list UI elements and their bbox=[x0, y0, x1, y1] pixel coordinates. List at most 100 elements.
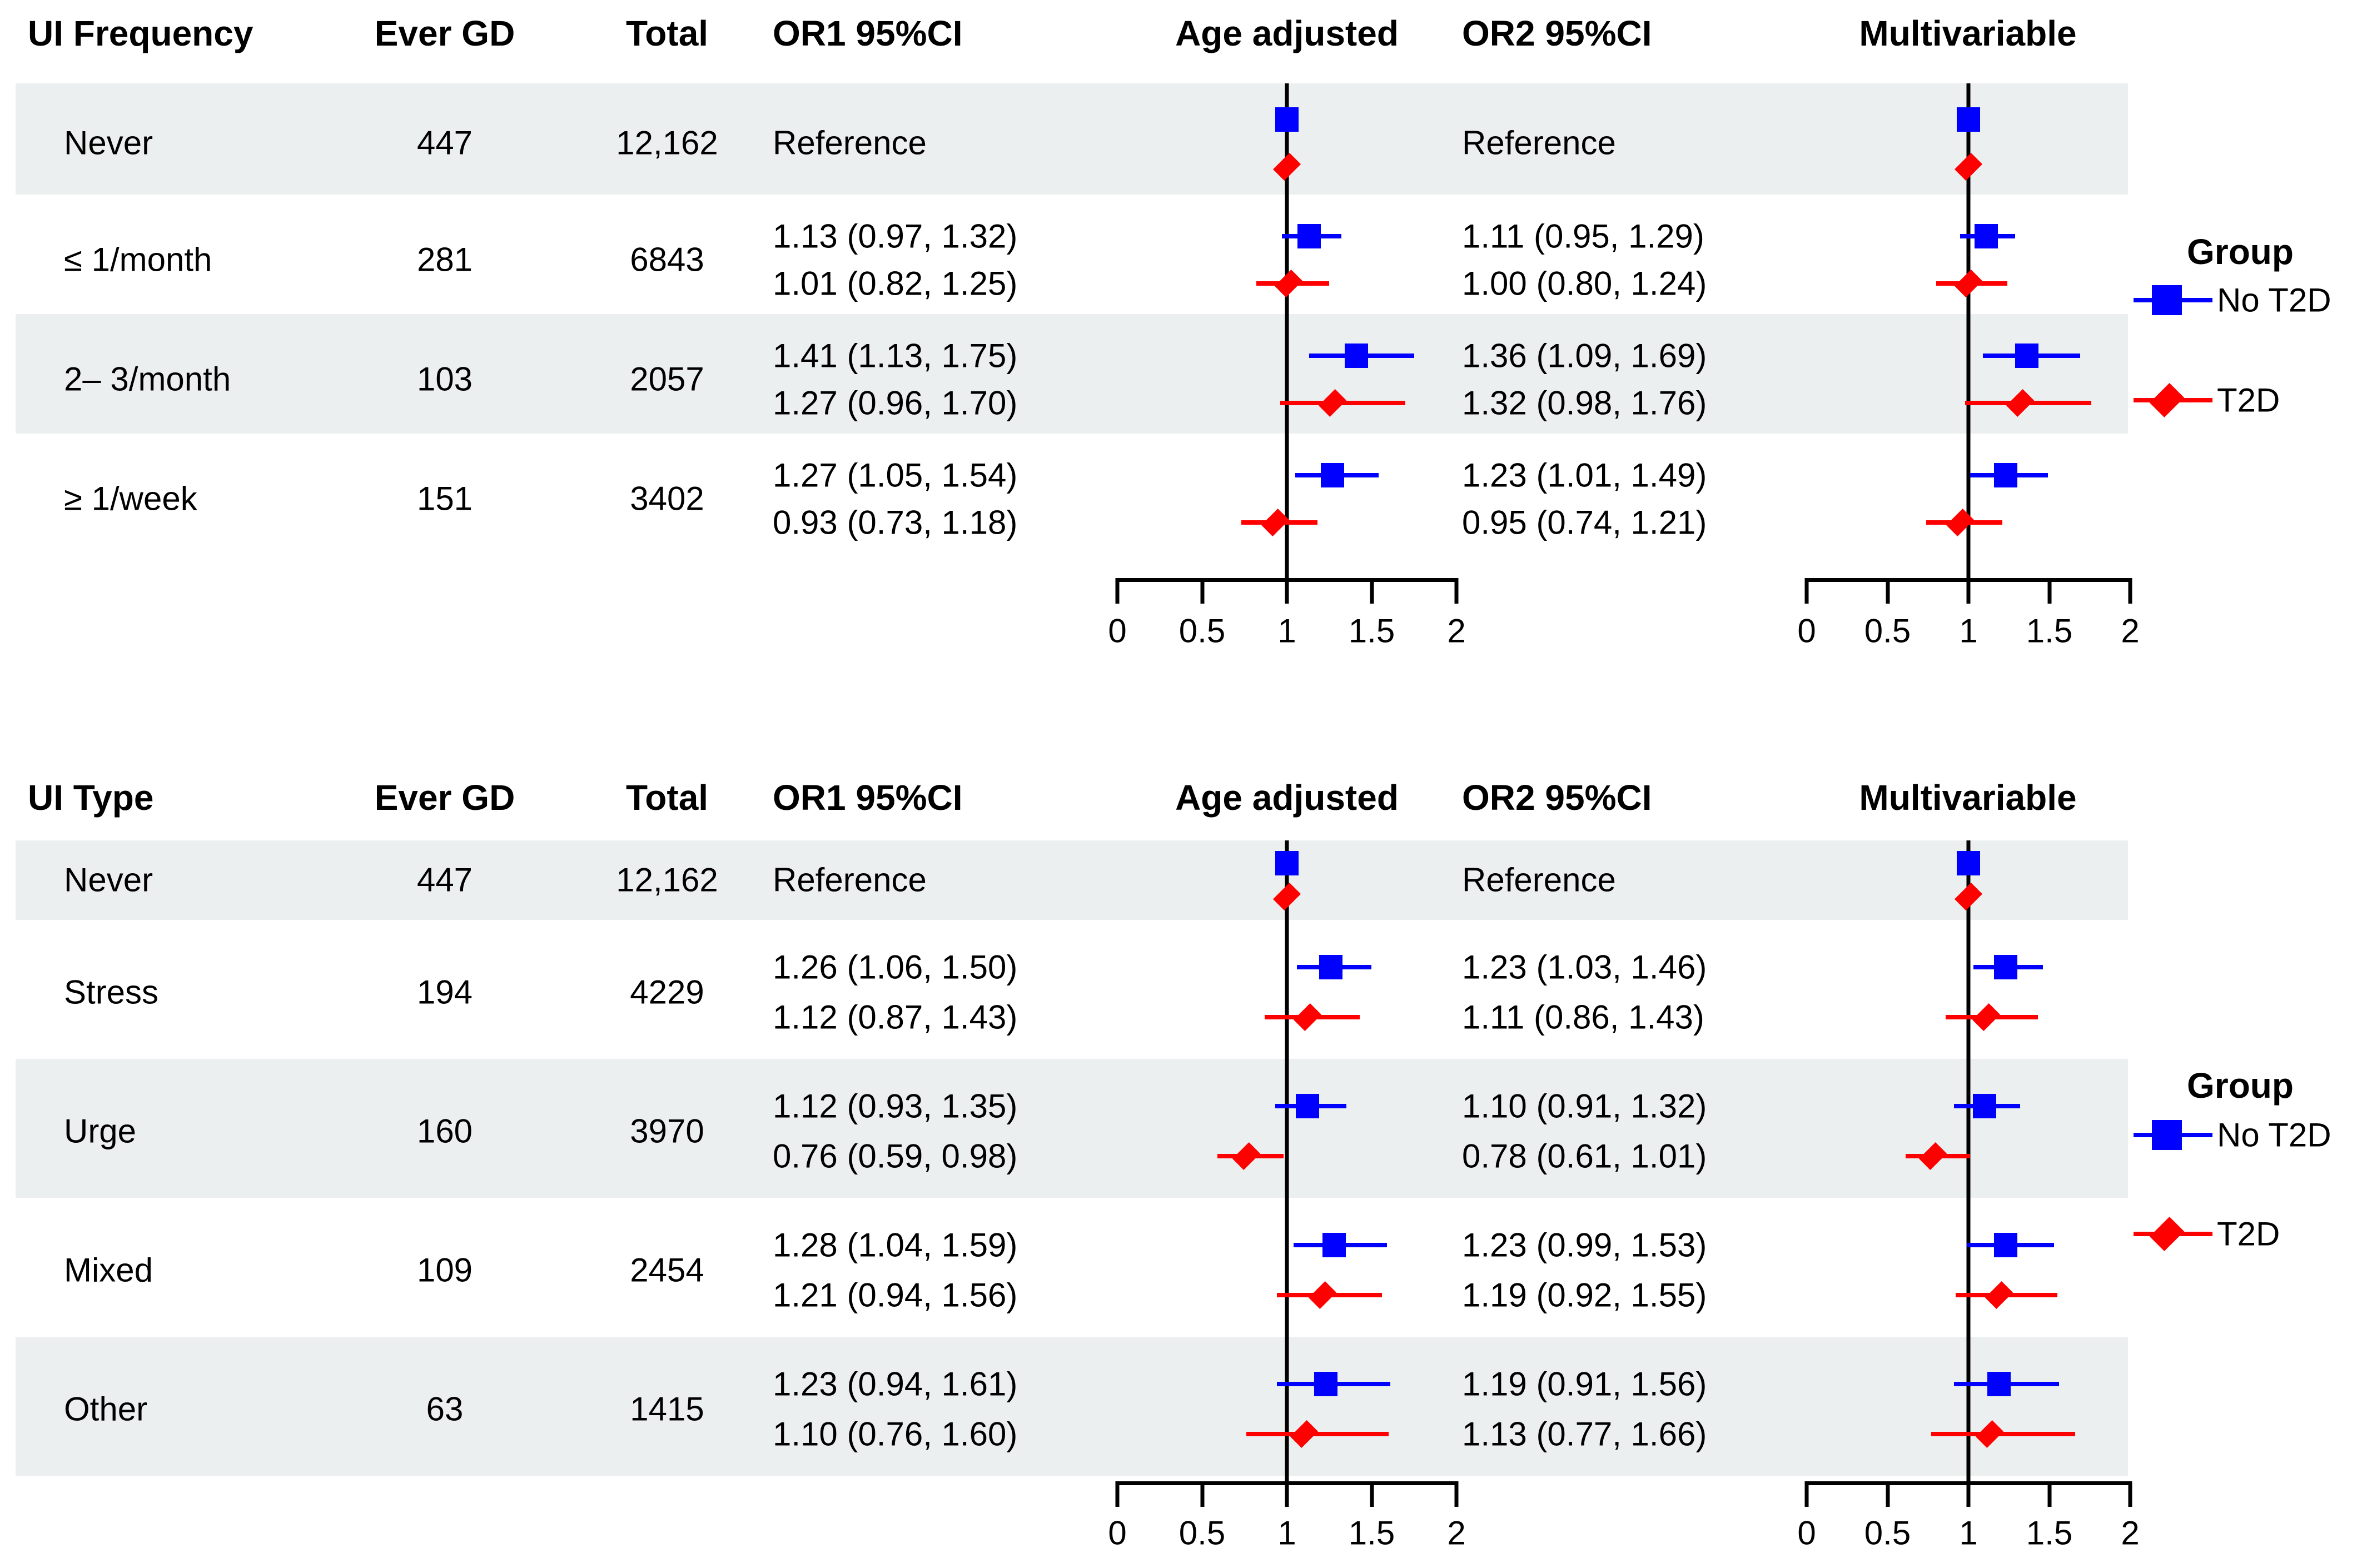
or1-value: 1.41 (1.13, 1.75) bbox=[773, 337, 1018, 375]
or2-value: 1.36 (1.09, 1.69) bbox=[1462, 337, 1707, 375]
ever-gd-value: 109 bbox=[416, 1251, 473, 1289]
x-axis-tick bbox=[1966, 578, 1971, 604]
or1-value: 1.27 (0.96, 1.70) bbox=[773, 384, 1018, 422]
forest-marker-square bbox=[2015, 344, 2038, 368]
total-value: 3970 bbox=[630, 1112, 704, 1150]
or2-value: 0.95 (0.74, 1.21) bbox=[1462, 504, 1707, 541]
ci-line bbox=[1246, 1432, 1389, 1436]
x-axis-tick-label: 1.5 bbox=[1348, 1514, 1395, 1552]
or2-value: 1.10 (0.91, 1.32) bbox=[1462, 1087, 1707, 1125]
row-shading-band bbox=[16, 840, 2128, 920]
x-axis-tick-label: 1 bbox=[1277, 1514, 1296, 1552]
x-axis-tick bbox=[1285, 1481, 1289, 1507]
forest-marker-diamond bbox=[1985, 1281, 2013, 1310]
row-label: ≥ 1/week bbox=[64, 480, 197, 517]
reference-line bbox=[1966, 83, 1971, 582]
legend-no-t2d-square-icon bbox=[2152, 1120, 2182, 1150]
x-axis-tick-label: 1 bbox=[1959, 612, 1978, 650]
or2-value: 1.11 (0.86, 1.43) bbox=[1462, 998, 1704, 1036]
col-header-or2: OR2 95%CI bbox=[1462, 13, 1652, 53]
x-axis-tick-label: 2 bbox=[2121, 1514, 2140, 1552]
x-axis-tick-label: 1 bbox=[1959, 1514, 1978, 1552]
col-header-age-adjusted: Age adjusted bbox=[1175, 13, 1399, 53]
x-axis-tick bbox=[1886, 1481, 1889, 1507]
x-axis-tick bbox=[1115, 1481, 1120, 1507]
forest-marker-square bbox=[1295, 1094, 1319, 1118]
row-label: Mixed bbox=[64, 1251, 153, 1289]
col-header-ui-type: UI Type bbox=[28, 778, 154, 818]
x-axis-tick bbox=[1370, 1481, 1374, 1507]
ci-line bbox=[1931, 1432, 2076, 1436]
col-header-total: Total bbox=[625, 13, 709, 53]
or2-value: 1.13 (0.77, 1.66) bbox=[1462, 1415, 1707, 1453]
or1-value: 0.76 (0.59, 0.98) bbox=[773, 1137, 1018, 1175]
x-axis-tick-label: 1.5 bbox=[2026, 612, 2073, 650]
or2-value: 1.00 (0.80, 1.24) bbox=[1462, 265, 1707, 302]
x-axis-tick-label: 1 bbox=[1277, 612, 1296, 650]
x-axis-tick bbox=[1200, 578, 1204, 604]
col-header-or2: OR2 95%CI bbox=[1462, 778, 1652, 818]
forest-marker-diamond bbox=[1972, 1003, 2001, 1032]
ever-gd-value: 194 bbox=[416, 973, 473, 1011]
x-axis-tick bbox=[2128, 578, 2132, 604]
forest-marker-square bbox=[1314, 1372, 1338, 1396]
ever-gd-value: 447 bbox=[416, 124, 473, 162]
legend-no-t2d-square-icon bbox=[2152, 285, 2182, 315]
or1-value: 1.28 (1.04, 1.59) bbox=[773, 1226, 1018, 1264]
forest-marker-diamond bbox=[1275, 269, 1303, 298]
forest-marker-square bbox=[1975, 224, 1998, 248]
or1-value: 1.13 (0.97, 1.32) bbox=[773, 217, 1018, 255]
x-axis-tick-label: 0.5 bbox=[1864, 612, 1911, 650]
forest-marker-square bbox=[1957, 107, 1980, 132]
x-axis-tick-label: 1.5 bbox=[1348, 612, 1395, 650]
forest-marker-square bbox=[1319, 955, 1343, 979]
or1-value: 1.12 (0.93, 1.35) bbox=[773, 1087, 1018, 1125]
x-axis-tick bbox=[2047, 578, 2051, 604]
x-axis-tick bbox=[1370, 578, 1374, 604]
ever-gd-value: 281 bbox=[416, 241, 473, 278]
or2-value: 1.23 (1.01, 1.49) bbox=[1462, 456, 1707, 494]
x-axis-tick bbox=[1966, 1481, 1971, 1507]
or2-value: Reference bbox=[1462, 124, 1616, 162]
or2-value: 1.19 (0.91, 1.56) bbox=[1462, 1365, 1707, 1403]
forest-marker-square bbox=[1993, 1233, 2017, 1257]
row-label: Other bbox=[64, 1390, 148, 1428]
or1-value: 1.23 (0.94, 1.61) bbox=[773, 1365, 1018, 1403]
total-value: 4229 bbox=[630, 973, 704, 1011]
ever-gd-value: 63 bbox=[426, 1390, 464, 1428]
forest-marker-diamond bbox=[1954, 269, 1983, 298]
legend-title: Group bbox=[2187, 232, 2294, 272]
col-header-ever-gd: Ever GD bbox=[374, 13, 515, 53]
legend-t2d-label: T2D bbox=[2217, 381, 2280, 419]
ever-gd-value: 103 bbox=[416, 360, 473, 398]
x-axis-tick-label: 1.5 bbox=[2026, 1514, 2073, 1552]
row-label: Urge bbox=[64, 1112, 137, 1150]
x-axis-tick-label: 0 bbox=[1797, 612, 1816, 650]
x-axis-tick bbox=[2128, 1481, 2132, 1507]
x-axis-tick bbox=[2047, 1481, 2051, 1507]
row-shading-band bbox=[16, 1059, 2128, 1198]
x-axis-tick bbox=[1886, 578, 1889, 604]
or1-value: Reference bbox=[773, 861, 927, 899]
or1-value: 1.26 (1.06, 1.50) bbox=[773, 948, 1018, 986]
row-label: Stress bbox=[64, 973, 159, 1011]
or2-value: 1.23 (1.03, 1.46) bbox=[1462, 948, 1707, 986]
forest-marker-square bbox=[1321, 463, 1345, 487]
total-value: 12,162 bbox=[616, 861, 718, 899]
x-axis-tick bbox=[1200, 1481, 1204, 1507]
x-axis-tick bbox=[1804, 578, 1809, 604]
row-shading-band bbox=[16, 1337, 2128, 1476]
col-header-ui-frequency: UI Frequency bbox=[28, 13, 253, 53]
forest-marker-square bbox=[1345, 344, 1369, 368]
reference-line bbox=[1285, 83, 1289, 582]
or1-value: 0.93 (0.73, 1.18) bbox=[773, 504, 1018, 541]
x-axis-tick-label: 2 bbox=[1447, 1514, 1466, 1552]
or2-value: Reference bbox=[1462, 861, 1616, 899]
x-axis-tick bbox=[1285, 578, 1289, 604]
legend-title: Group bbox=[2187, 1066, 2294, 1106]
legend-t2d-diamond-icon bbox=[2149, 1216, 2185, 1252]
x-axis-tick-label: 0.5 bbox=[1178, 1514, 1226, 1552]
row-label: 2– 3/month bbox=[64, 360, 231, 398]
total-value: 3402 bbox=[630, 480, 704, 517]
